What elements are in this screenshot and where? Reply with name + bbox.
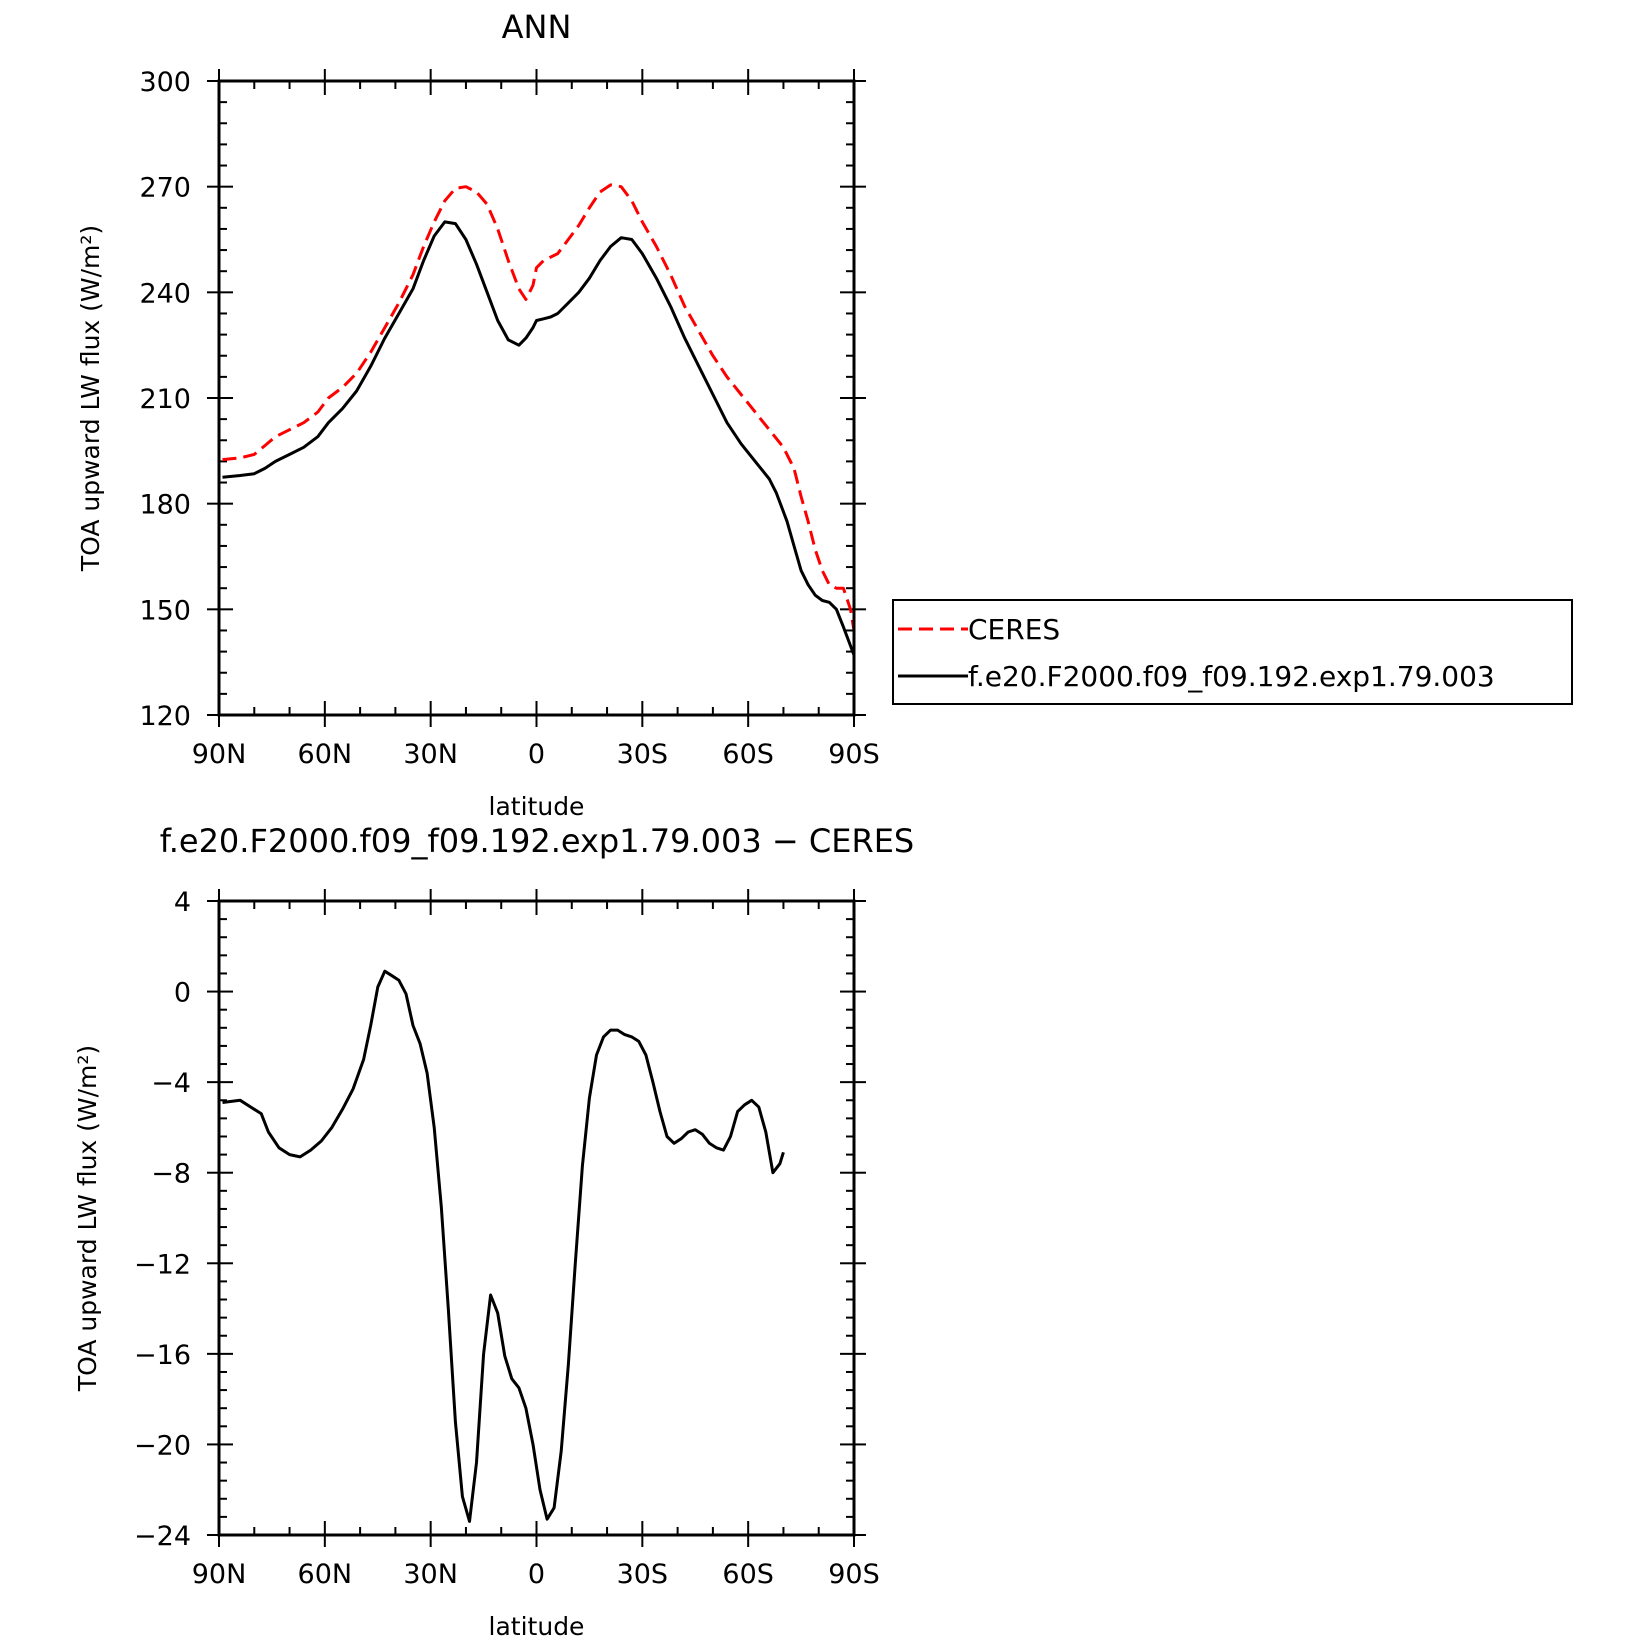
series-line-model <box>222 220 856 656</box>
y-tick-label: 120 <box>139 701 191 732</box>
legend-entry-model: f.e20.F2000.f09_f09.192.exp1.79.003 <box>968 660 1495 693</box>
top-tick-labels: 90N 60N 30N 0 30S 60S 90S 120 150 180 210 240 270 300 <box>139 67 879 770</box>
y-tick-label: −24 <box>134 1521 191 1552</box>
x-tick-label: 60S <box>722 1559 774 1590</box>
series-line-model <box>222 969 785 1523</box>
x-tick-label: 60S <box>722 739 774 770</box>
series-line-ceres <box>222 183 856 631</box>
x-tick-label: 0 <box>528 739 545 770</box>
y-tick-label: −8 <box>151 1159 191 1190</box>
bottom-chart-title: f.e20.F2000.f09_f09.192.exp1.79.003 − CE… <box>160 822 914 860</box>
y-tick-label: −16 <box>134 1340 191 1371</box>
y-tick-label: 210 <box>139 384 191 415</box>
x-tick-label: 30S <box>617 1559 669 1590</box>
x-tick-label: 30S <box>617 739 669 770</box>
legend: CERES f.e20.F2000.f09_f09.192.exp1.79.00… <box>892 599 1573 705</box>
y-tick-label: −12 <box>134 1249 191 1280</box>
y-tick-label: 4 <box>174 887 191 918</box>
panel-top-chart: ANN 90N 60N 30N 0 30S 60S 90S 120 150 180 210 240 27… <box>76 8 880 821</box>
bottom-axis-ticks <box>207 889 866 1547</box>
y-tick-label: −20 <box>134 1430 191 1461</box>
top-x-axis-label: latitude <box>489 792 585 821</box>
bottom-y-axis-label: TOA upward LW flux (W/m²) <box>73 1045 102 1392</box>
y-tick-label: 0 <box>174 978 191 1009</box>
legend-box <box>892 599 1573 705</box>
y-tick-label: 300 <box>139 67 191 98</box>
bottom-x-axis-label: latitude <box>489 1612 585 1641</box>
panel-bottom-chart: f.e20.F2000.f09_f09.192.exp1.79.003 − CE… <box>73 822 914 1641</box>
x-tick-label: 0 <box>528 1559 545 1590</box>
legend-entry-ceres: CERES <box>968 613 1060 646</box>
x-tick-label: 90S <box>828 739 880 770</box>
bottom-series-group <box>222 969 785 1523</box>
x-tick-label: 30N <box>403 739 458 770</box>
y-tick-label: 180 <box>139 490 191 521</box>
top-axis-ticks <box>207 69 866 727</box>
y-tick-label: 240 <box>139 278 191 309</box>
x-tick-label: 30N <box>403 1559 458 1590</box>
x-tick-label: 60N <box>298 1559 353 1590</box>
y-tick-label: 150 <box>139 595 191 626</box>
top-y-axis-label: TOA upward LW flux (W/m²) <box>76 225 105 572</box>
x-tick-label: 90N <box>192 739 247 770</box>
top-chart-title: ANN <box>502 8 572 46</box>
y-tick-label: −4 <box>151 1068 191 1099</box>
top-series-group <box>222 183 856 656</box>
x-tick-label: 60N <box>298 739 353 770</box>
bottom-plot-frame <box>217 899 856 1537</box>
y-tick-label: 270 <box>139 173 191 204</box>
x-tick-label: 90S <box>828 1559 880 1590</box>
top-plot-frame <box>217 79 856 717</box>
x-tick-label: 90N <box>192 1559 247 1590</box>
bottom-tick-labels: 90N 60N 30N 0 30S 60S 90S −24 −20 −16 −12 −8 −4 0 4 <box>134 887 880 1590</box>
